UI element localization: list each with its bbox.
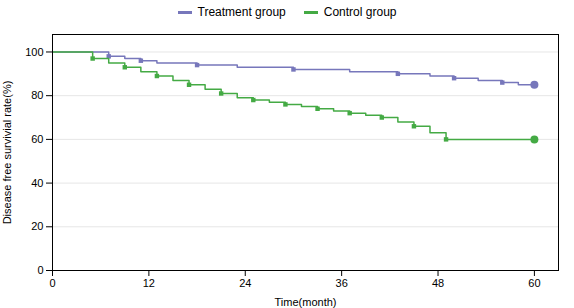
svg-text:12: 12 xyxy=(143,277,155,289)
svg-text:60: 60 xyxy=(528,277,540,289)
svg-text:40: 40 xyxy=(31,177,43,189)
svg-text:60: 60 xyxy=(31,133,43,145)
html-text:Control group: Control group xyxy=(323,5,397,19)
svg-text:20: 20 xyxy=(31,220,43,232)
html-text:Treatment group: Treatment group xyxy=(197,5,286,19)
svg-text:48: 48 xyxy=(432,277,444,289)
svg-text:0: 0 xyxy=(49,277,55,289)
svg-text:24: 24 xyxy=(239,277,251,289)
svg-text:Time(month): Time(month) xyxy=(275,296,337,308)
svg-text:100: 100 xyxy=(25,46,43,58)
svg-text:0: 0 xyxy=(37,264,43,276)
svg-text:Disease free survivial rate(%): Disease free survivial rate(%) xyxy=(1,81,13,225)
svg-text:36: 36 xyxy=(336,277,348,289)
svg-text:80: 80 xyxy=(31,89,43,101)
